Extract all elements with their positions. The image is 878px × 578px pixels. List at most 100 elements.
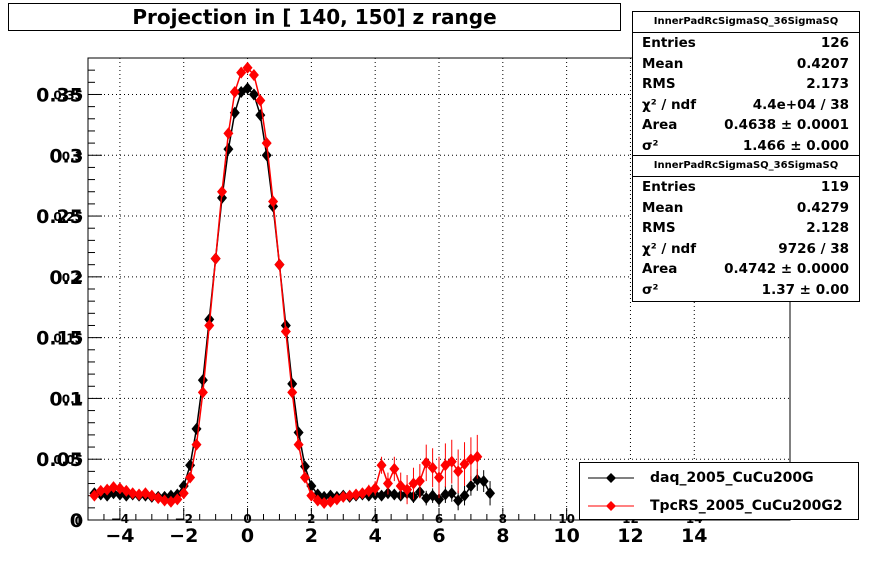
x-tick-label: 2 xyxy=(305,525,318,547)
data-point xyxy=(242,61,253,74)
x-tick-label-overlay: 0 xyxy=(243,512,251,526)
data-point xyxy=(197,374,208,387)
data-point xyxy=(248,69,259,82)
data-point xyxy=(453,494,464,507)
x-tick-label: 4 xyxy=(369,525,382,547)
x-tick-label-overlay: 4 xyxy=(371,512,379,526)
y-tick-label-overlay: 0.2 xyxy=(62,271,83,285)
y-tick-label: 0.2 xyxy=(49,267,83,289)
data-point xyxy=(434,493,444,506)
stats-box-tpcrs: InnerPadRcSigmaSQ_36SigmaSQ Entries 119 M… xyxy=(632,155,860,302)
stats-box-daq: InnerPadRcSigmaSQ_36SigmaSQ Entries 126 M… xyxy=(632,11,860,158)
y-tick-label: 0.15 xyxy=(36,328,83,350)
data-point xyxy=(472,450,483,463)
stats-row-area: Area 0.4638 ± 0.0001 xyxy=(642,117,849,134)
data-point xyxy=(287,386,298,399)
stats-row-chi2: χ² / ndf 4.4e+04 / 38 xyxy=(642,96,849,113)
data-point xyxy=(306,489,317,502)
data-point xyxy=(446,455,457,468)
data-point xyxy=(261,137,272,150)
x-tick-label-overlay: 10 xyxy=(558,512,575,526)
data-point xyxy=(172,493,183,506)
x-tick-label-overlay: 2 xyxy=(307,512,315,526)
data-point xyxy=(485,487,496,500)
data-point xyxy=(351,488,362,501)
data-point xyxy=(287,377,298,390)
data-point xyxy=(280,325,291,338)
x-tick-label: 12 xyxy=(617,525,643,547)
data-point xyxy=(108,481,119,494)
data-point xyxy=(293,438,304,451)
stats-row-rms: RMS 2.128 xyxy=(642,220,849,237)
data-point xyxy=(236,66,247,79)
data-point xyxy=(421,456,432,469)
stats-box-name: InnerPadRcSigmaSQ_36SigmaSQ xyxy=(633,12,859,33)
data-point xyxy=(159,494,170,507)
y-tick-label: 0.05 xyxy=(36,449,83,471)
stats-row-entries: Entries 126 xyxy=(642,35,849,51)
data-point xyxy=(204,319,215,332)
stats-row-mean: Mean 0.4279 xyxy=(642,199,849,216)
data-point xyxy=(440,488,451,501)
y-tick-label-overlay: 0 xyxy=(75,514,83,528)
legend-marker-tpcrs xyxy=(580,493,642,519)
data-point xyxy=(191,438,202,451)
x-tick-label-overlay: −2 xyxy=(175,512,193,526)
y-tick-label: 0.1 xyxy=(49,388,83,410)
x-tick-label: −2 xyxy=(169,525,198,547)
data-point xyxy=(478,475,489,488)
data-point xyxy=(376,459,387,472)
data-point xyxy=(338,490,349,503)
stats-row-rms: RMS 2.173 xyxy=(642,76,849,93)
data-point xyxy=(319,496,330,509)
data-point xyxy=(242,82,253,95)
data-point xyxy=(389,488,400,501)
y-tick-label: 0.35 xyxy=(36,84,83,106)
data-point xyxy=(446,487,457,500)
x-tick-label: 6 xyxy=(432,525,445,547)
data-point xyxy=(261,149,272,162)
stats-row-mean: Mean 0.4207 xyxy=(642,55,849,72)
data-point xyxy=(217,185,228,198)
data-point xyxy=(95,484,106,497)
legend-label-daq: daq_2005_CuCu200G xyxy=(650,470,814,486)
y-tick-label-overlay: 0.1 xyxy=(62,392,83,406)
data-point xyxy=(89,489,100,502)
data-point xyxy=(427,461,438,474)
x-tick-label: 14 xyxy=(681,525,707,547)
stats-row-sigma2: σ² 1.466 ± 0.000 xyxy=(642,137,849,154)
data-point xyxy=(210,252,221,265)
stats-row-entries: Entries 119 xyxy=(642,179,849,195)
x-tick-label: −4 xyxy=(105,525,134,547)
stats-row-chi2: χ² / ndf 9726 / 38 xyxy=(642,240,849,257)
x-tick-label: 10 xyxy=(553,525,579,547)
legend: daq_2005_CuCu200G TpcRS_2005_CuCu200G2 xyxy=(579,462,859,520)
data-point xyxy=(465,479,476,492)
data-point xyxy=(255,94,266,107)
data-point xyxy=(127,487,138,500)
y-tick-label-overlay: 0.05 xyxy=(53,453,83,467)
x-tick-label-overlay: −4 xyxy=(111,512,129,526)
data-point xyxy=(248,88,259,101)
x-tick-label: 8 xyxy=(496,525,509,547)
data-point xyxy=(389,462,400,475)
data-point xyxy=(382,477,393,490)
y-tick-label-overlay: 0.25 xyxy=(53,210,83,224)
legend-entry-daq: daq_2005_CuCu200G xyxy=(580,465,858,491)
x-tick-label-overlay: 8 xyxy=(499,512,507,526)
stats-box-name: InnerPadRcSigmaSQ_36SigmaSQ xyxy=(633,156,859,177)
data-point xyxy=(178,487,189,500)
data-point xyxy=(197,386,208,399)
y-tick-label: 0 xyxy=(70,510,83,532)
y-tick-label-overlay: 0.3 xyxy=(62,149,83,163)
data-point xyxy=(134,488,145,501)
legend-entry-tpcrs: TpcRS_2005_CuCu200G2 xyxy=(580,493,858,519)
data-point xyxy=(414,475,425,488)
data-point xyxy=(459,458,470,471)
data-point xyxy=(434,471,444,484)
x-tick-label-overlay: 6 xyxy=(435,512,443,526)
y-tick-label-overlay: 0.15 xyxy=(53,332,83,346)
x-tick-label: 0 xyxy=(241,525,254,547)
data-point xyxy=(299,471,310,484)
data-point xyxy=(402,483,413,496)
